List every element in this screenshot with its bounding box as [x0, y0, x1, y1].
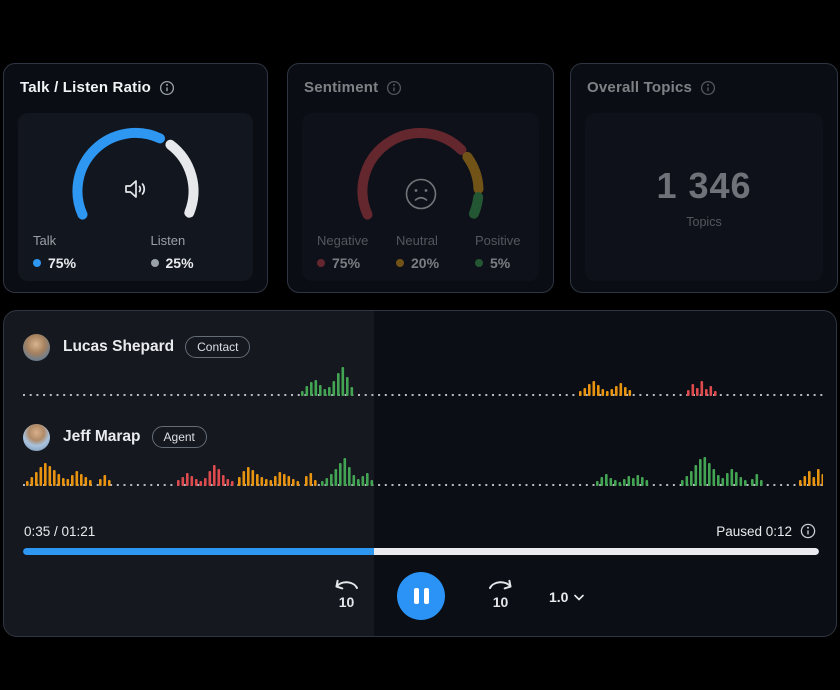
- listen-value: 25%: [165, 255, 194, 271]
- sentiment-gauge-panel: Negative 75% Neutral 20% Positive: [302, 113, 539, 281]
- listen-label: Listen: [150, 233, 186, 248]
- role-badge-contact: Contact: [185, 336, 251, 358]
- svg-text:10: 10: [492, 594, 508, 610]
- negative-dot: [317, 259, 325, 267]
- speaker-name: Jeff Marap: [63, 428, 141, 445]
- pause-button[interactable]: [397, 572, 445, 620]
- role-badge-agent: Agent: [151, 426, 207, 448]
- forward-10-button[interactable]: 10: [482, 578, 518, 612]
- listen-dot: [150, 259, 159, 267]
- sentiment-gauge: [356, 128, 483, 220]
- speaker-icon: [124, 180, 145, 198]
- seek-bar-played: [23, 548, 375, 555]
- sentiment-title: Sentiment: [304, 79, 379, 96]
- playback-speed-value: 1.0: [549, 589, 569, 605]
- info-icon[interactable]: [159, 80, 175, 96]
- sentiment-card: Sentiment Negative 75%: [287, 63, 554, 293]
- listen-stat: Listen 25%: [136, 233, 254, 271]
- forward-10-icon: 10: [488, 579, 511, 610]
- talk-listen-gauge: [71, 127, 198, 220]
- positive-value: 5%: [490, 255, 511, 271]
- pause-status: Paused 0:12: [716, 523, 816, 539]
- pause-status-text: Paused 0:12: [716, 523, 792, 539]
- info-icon[interactable]: [386, 80, 402, 96]
- positive-label: Positive: [475, 233, 521, 248]
- talk-stat: Talk 75%: [18, 233, 136, 271]
- negative-stat: Negative 75%: [302, 233, 381, 271]
- talk-listen-gauge-panel: Talk 75% Listen 25%: [18, 113, 253, 281]
- negative-label: Negative: [317, 233, 369, 248]
- sad-face-icon: [405, 178, 436, 210]
- talk-value: 75%: [48, 255, 77, 271]
- waveform-agent[interactable]: [23, 449, 823, 489]
- neutral-dot: [396, 259, 404, 267]
- talk-dot: [33, 259, 41, 267]
- rewind-10-button[interactable]: 10: [328, 578, 364, 612]
- talk-listen-card: Talk / Listen Ratio Talk 75%: [3, 63, 268, 293]
- topics-panel: 1 346 Topics: [585, 113, 823, 281]
- neutral-value: 20%: [411, 255, 440, 271]
- overall-topics-title: Overall Topics: [587, 79, 693, 96]
- sentiment-stats: Negative 75% Neutral 20% Positive: [302, 233, 539, 271]
- chevron-down-icon: [574, 594, 585, 601]
- negative-value: 75%: [332, 255, 361, 271]
- info-icon[interactable]: [700, 80, 716, 96]
- topics-count-label: Topics: [686, 215, 722, 229]
- call-player-panel: Lucas Shepard Contact Jeff Marap Agent 0…: [3, 310, 837, 637]
- avatar: [23, 333, 50, 361]
- seek-bar[interactable]: [23, 548, 819, 555]
- speaker-row-agent: Jeff Marap Agent: [23, 423, 207, 451]
- playback-time: 0:35 / 01:21: [24, 524, 96, 539]
- neutral-stat: Neutral 20%: [381, 233, 460, 271]
- talk-listen-stats: Talk 75% Listen 25%: [18, 233, 253, 271]
- positive-dot: [475, 259, 483, 267]
- seek-bar-remaining: [374, 548, 819, 555]
- waveform-contact[interactable]: [23, 359, 823, 399]
- speaker-row-contact: Lucas Shepard Contact: [23, 333, 251, 361]
- positive-stat: Positive 5%: [460, 233, 539, 271]
- talk-listen-title: Talk / Listen Ratio: [20, 79, 152, 96]
- avatar: [23, 423, 50, 451]
- playback-speed-button[interactable]: 1.0: [549, 587, 585, 607]
- pause-icon: [413, 588, 429, 604]
- topics-count: 1 346: [656, 165, 752, 206]
- speaker-name: Lucas Shepard: [63, 338, 175, 355]
- talk-label: Talk: [33, 233, 57, 248]
- rewind-10-icon: 10: [335, 579, 358, 610]
- neutral-label: Neutral: [396, 233, 438, 248]
- info-icon[interactable]: [800, 523, 816, 539]
- overall-topics-card: Overall Topics 1 346 Topics: [570, 63, 838, 293]
- svg-text:10: 10: [338, 594, 354, 610]
